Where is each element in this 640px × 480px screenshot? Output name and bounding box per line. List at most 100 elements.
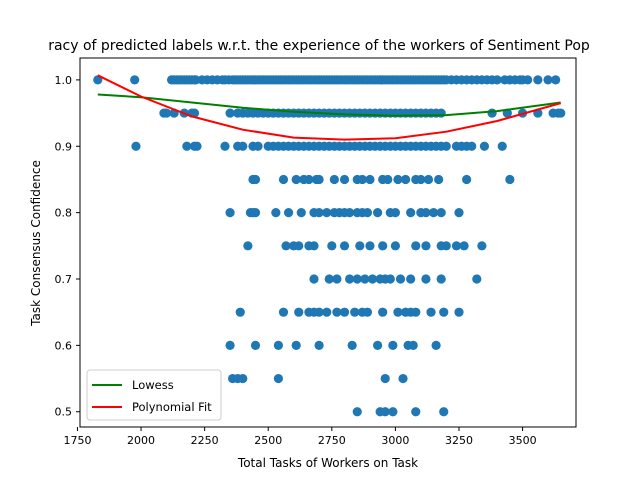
data-point — [390, 208, 401, 218]
data-point — [423, 174, 434, 185]
data-point — [339, 241, 350, 251]
data-point — [238, 141, 248, 151]
data-point — [220, 141, 230, 151]
data-point — [383, 174, 393, 185]
data-point — [411, 407, 421, 417]
legend-lowess-label: Lowess — [132, 378, 174, 392]
data-point — [314, 174, 324, 185]
data-point — [436, 274, 446, 284]
x-tick-label: 2000 — [127, 434, 155, 447]
data-point — [393, 174, 403, 185]
y-tick-label: 0.6 — [55, 339, 73, 352]
data-point — [345, 274, 355, 284]
data-point — [131, 141, 141, 151]
data-point — [416, 174, 426, 185]
legend: Lowess Polynomial Fit — [86, 369, 222, 421]
data-point — [373, 340, 383, 350]
data-point — [395, 274, 406, 284]
data-point — [454, 307, 464, 317]
data-point — [182, 141, 192, 151]
data-point — [421, 274, 431, 284]
data-point — [278, 174, 289, 185]
data-point — [281, 241, 291, 251]
data-point — [309, 274, 319, 284]
data-point — [487, 108, 497, 118]
data-point — [192, 141, 202, 151]
data-point — [314, 307, 324, 317]
data-point — [365, 241, 375, 251]
data-point — [191, 75, 201, 85]
data-point — [273, 373, 283, 384]
data-point — [332, 307, 342, 317]
data-point — [492, 75, 502, 85]
x-tick-label: 2750 — [318, 434, 346, 447]
data-point — [390, 241, 401, 251]
data-point — [533, 75, 543, 85]
data-point — [365, 174, 375, 185]
y-axis-label: Task Consensus Confidence — [29, 160, 43, 327]
data-point — [406, 208, 416, 218]
data-point — [352, 407, 362, 417]
data-point — [436, 208, 446, 218]
data-point — [421, 241, 431, 251]
x-tick-label: 2500 — [254, 434, 282, 447]
data-point — [400, 174, 411, 185]
data-point — [235, 307, 245, 317]
data-point — [543, 75, 553, 85]
fit-lines — [97, 74, 561, 141]
y-tick-label: 0.7 — [55, 273, 73, 286]
data-point — [339, 307, 350, 317]
data-point — [329, 174, 339, 185]
data-point — [93, 75, 103, 85]
polynomial-fit-line — [97, 74, 561, 141]
data-point — [352, 274, 362, 284]
data-point — [357, 174, 367, 185]
data-point — [451, 241, 462, 251]
data-point — [434, 174, 444, 185]
data-point — [322, 208, 332, 218]
data-point — [362, 307, 373, 317]
data-point — [225, 340, 235, 350]
data-point — [436, 108, 446, 118]
data-point — [505, 174, 515, 185]
data-point — [459, 241, 469, 251]
data-point — [345, 208, 355, 218]
data-point — [130, 75, 140, 85]
data-point — [291, 340, 301, 350]
data-point — [408, 340, 418, 350]
data-point — [327, 241, 337, 251]
data-point — [309, 241, 319, 251]
data-point — [278, 307, 289, 317]
data-point — [250, 174, 261, 185]
data-point — [439, 407, 449, 417]
data-point — [497, 141, 507, 151]
data-point — [441, 141, 451, 151]
y-tick-label: 0.5 — [55, 406, 73, 419]
y-tick-label: 0.9 — [55, 140, 73, 153]
data-point — [378, 307, 388, 317]
y-tick-label: 1.0 — [55, 74, 73, 87]
data-point — [250, 208, 261, 218]
data-point — [556, 108, 566, 118]
data-point — [388, 340, 398, 350]
x-tick-label: 3250 — [445, 434, 473, 447]
data-point — [332, 274, 342, 284]
data-point — [441, 241, 451, 251]
data-point — [362, 208, 373, 218]
data-point — [479, 141, 490, 151]
data-point — [161, 108, 172, 118]
data-point — [385, 274, 395, 284]
data-point — [380, 407, 390, 417]
data-point — [393, 307, 403, 317]
data-point — [294, 307, 304, 317]
chart-title: racy of predicted labels w.r.t. the expe… — [48, 38, 590, 54]
data-point — [324, 274, 334, 284]
data-point — [283, 208, 294, 218]
data-point — [477, 241, 487, 251]
data-point — [253, 141, 263, 151]
data-point — [314, 208, 324, 218]
data-point — [462, 174, 472, 185]
data-point — [426, 307, 436, 317]
x-tick-label: 1750 — [63, 434, 91, 447]
data-point — [378, 241, 388, 251]
